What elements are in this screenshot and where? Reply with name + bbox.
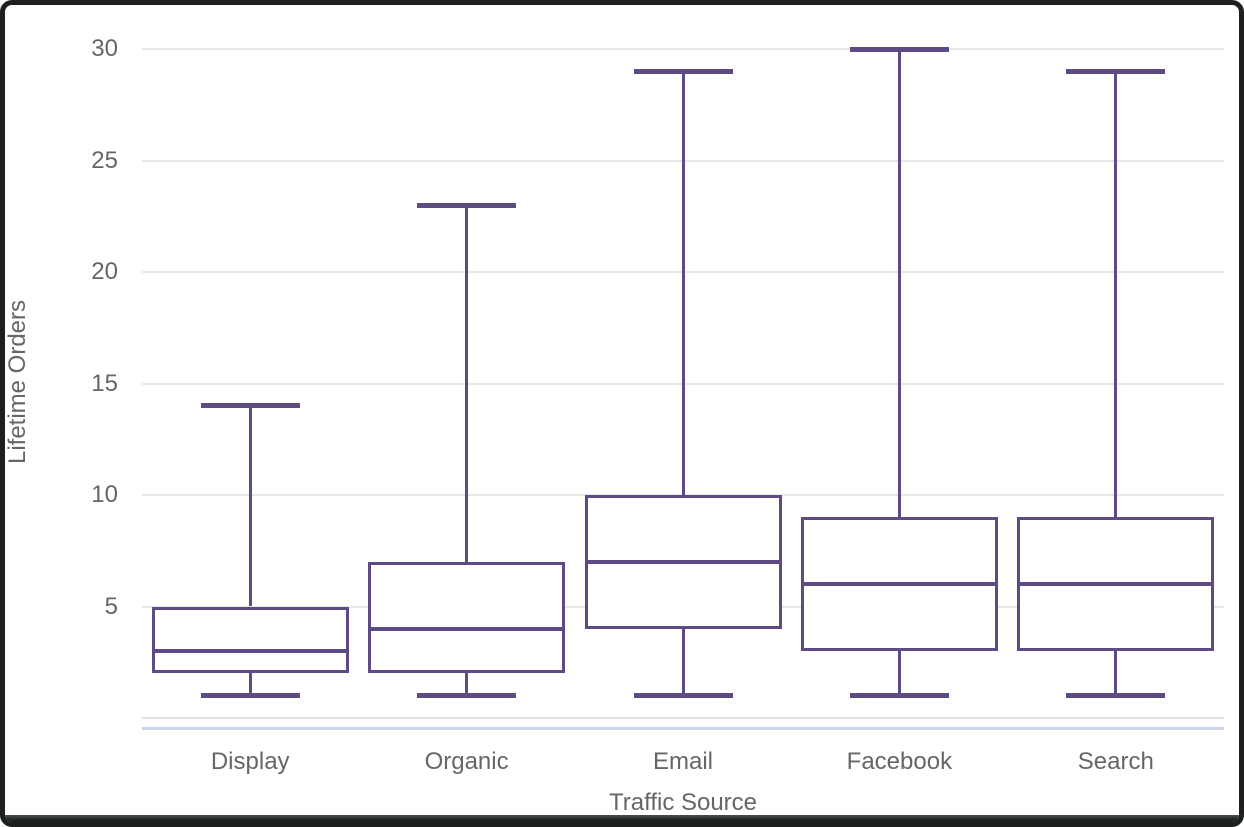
max-cap-facebook bbox=[849, 46, 949, 52]
y-tick-label: 5 bbox=[104, 592, 118, 620]
upper-whisker-search bbox=[1114, 71, 1118, 518]
lower-whisker-display bbox=[248, 673, 252, 696]
iqr-box-display bbox=[151, 606, 349, 674]
upper-whisker-display bbox=[248, 405, 252, 607]
min-cap-organic bbox=[417, 693, 517, 699]
iqr-box-organic bbox=[368, 561, 566, 674]
box-plot-chart: 5 10 15 20 25 30 Display Organic Email Facebook Se… bbox=[5, 5, 1239, 822]
gridline-y-30 bbox=[142, 48, 1224, 50]
window-bottom-bezel bbox=[5, 815, 1239, 822]
min-cap-display bbox=[200, 693, 300, 699]
median-line-email bbox=[584, 559, 782, 564]
x-axis-line bbox=[142, 717, 1224, 719]
x-tick-label-display: Display bbox=[210, 748, 290, 775]
max-cap-organic bbox=[417, 202, 517, 208]
median-line-facebook bbox=[800, 582, 998, 587]
min-cap-facebook bbox=[849, 693, 949, 699]
x-tick-label-facebook: Facebook bbox=[846, 748, 953, 775]
x-tick-label-search: Search bbox=[1077, 748, 1154, 775]
max-cap-email bbox=[633, 68, 733, 74]
y-tick-label: 25 bbox=[91, 146, 118, 174]
median-line-organic bbox=[368, 626, 566, 631]
lower-whisker-search bbox=[1114, 651, 1118, 696]
y-tick-label: 15 bbox=[91, 369, 118, 397]
x-axis-accent-line bbox=[142, 727, 1224, 730]
upper-whisker-organic bbox=[465, 205, 469, 562]
lower-whisker-facebook bbox=[897, 651, 901, 696]
max-cap-search bbox=[1066, 68, 1166, 74]
median-line-search bbox=[1017, 582, 1215, 587]
x-tick-label-email: Email bbox=[652, 748, 713, 775]
max-cap-display bbox=[200, 403, 300, 409]
y-tick-label: 30 bbox=[91, 35, 118, 62]
lower-whisker-organic bbox=[465, 673, 469, 696]
min-cap-search bbox=[1066, 693, 1166, 699]
min-cap-email bbox=[633, 693, 733, 699]
median-line-display bbox=[151, 649, 349, 654]
lower-whisker-email bbox=[681, 628, 685, 696]
y-tick-label: 20 bbox=[91, 258, 118, 285]
upper-whisker-facebook bbox=[897, 49, 901, 518]
y-tick-label: 10 bbox=[91, 481, 118, 508]
x-axis-title: Traffic Source bbox=[608, 789, 758, 816]
y-axis-title: Lifetime Orders bbox=[4, 299, 31, 465]
x-tick-label-organic: Organic bbox=[424, 748, 509, 775]
upper-whisker-email bbox=[681, 71, 685, 495]
